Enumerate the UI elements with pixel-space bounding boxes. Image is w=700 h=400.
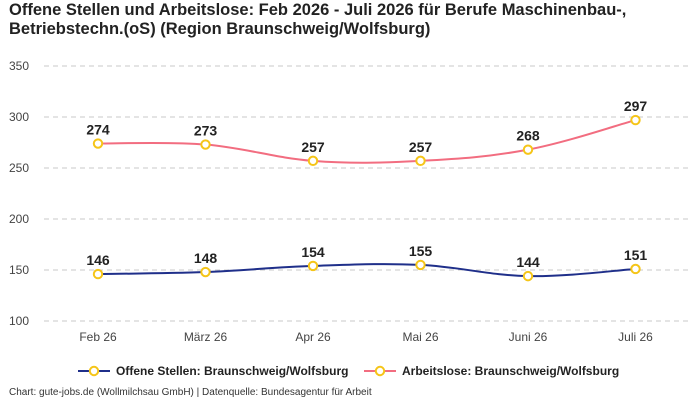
data-point bbox=[307, 155, 319, 167]
legend-swatch-marker bbox=[88, 365, 100, 377]
legend-label: Offene Stellen: Braunschweig/Wolfsburg bbox=[116, 364, 348, 378]
data-labels: 146 148 154 155 144 151 274 273 257 257 268 297 bbox=[86, 98, 647, 270]
x-tick-label: Juli 26 bbox=[618, 330, 653, 344]
data-label: 155 bbox=[409, 243, 433, 259]
data-point bbox=[630, 263, 641, 275]
x-tick-label: Mai 26 bbox=[402, 330, 438, 344]
y-tick-label: 250 bbox=[9, 161, 29, 175]
y-axis-ticks: 100 150 200 250 300 350 bbox=[9, 59, 29, 328]
data-label: 268 bbox=[516, 128, 540, 144]
data-label: 257 bbox=[301, 139, 325, 155]
data-point bbox=[522, 270, 534, 282]
data-point bbox=[522, 144, 534, 155]
y-tick-label: 150 bbox=[9, 263, 29, 277]
data-label: 146 bbox=[86, 252, 110, 268]
data-point bbox=[92, 268, 104, 280]
data-point bbox=[415, 155, 426, 167]
series-line-1 bbox=[97, 263, 636, 278]
data-point bbox=[200, 139, 211, 150]
series-lines bbox=[97, 119, 636, 278]
data-point bbox=[630, 114, 641, 126]
data-point bbox=[200, 266, 211, 278]
data-label: 154 bbox=[301, 244, 325, 260]
legend-swatch-marker bbox=[374, 365, 386, 377]
series-points bbox=[92, 114, 641, 282]
data-label: 151 bbox=[624, 247, 648, 263]
legend-label: Arbeitslose: Braunschweig/Wolfsburg bbox=[402, 364, 619, 378]
y-tick-label: 350 bbox=[9, 59, 29, 73]
y-tick-label: 300 bbox=[9, 110, 29, 124]
x-tick-label: Apr 26 bbox=[295, 330, 331, 344]
data-point bbox=[307, 260, 319, 272]
data-point bbox=[415, 259, 426, 271]
data-label: 148 bbox=[194, 250, 218, 266]
data-label: 144 bbox=[516, 254, 540, 270]
y-tick-label: 200 bbox=[9, 212, 29, 226]
grid-lines bbox=[44, 65, 690, 322]
series-line-2 bbox=[97, 119, 636, 164]
chart-footer: Chart: gute-jobs.de (Wollmilchsau GmbH) … bbox=[9, 387, 372, 398]
legend: Offene Stellen: Braunschweig/Wolfsburg Ar… bbox=[78, 364, 619, 378]
y-tick-label: 100 bbox=[9, 314, 29, 328]
x-axis-ticks: Feb 26 März 26 Apr 26 Mai 26 Juni 26 Juli 26 bbox=[79, 330, 653, 344]
chart-title: Offene Stellen und Arbeitslose: Feb 2026… bbox=[9, 1, 627, 38]
data-label: 274 bbox=[86, 122, 110, 138]
data-label: 273 bbox=[194, 123, 218, 139]
data-label: 257 bbox=[409, 139, 433, 155]
x-tick-label: März 26 bbox=[184, 330, 228, 344]
x-tick-label: Feb 26 bbox=[79, 330, 117, 344]
x-tick-label: Juni 26 bbox=[509, 330, 548, 344]
data-label: 297 bbox=[624, 98, 648, 114]
data-point bbox=[92, 138, 104, 149]
